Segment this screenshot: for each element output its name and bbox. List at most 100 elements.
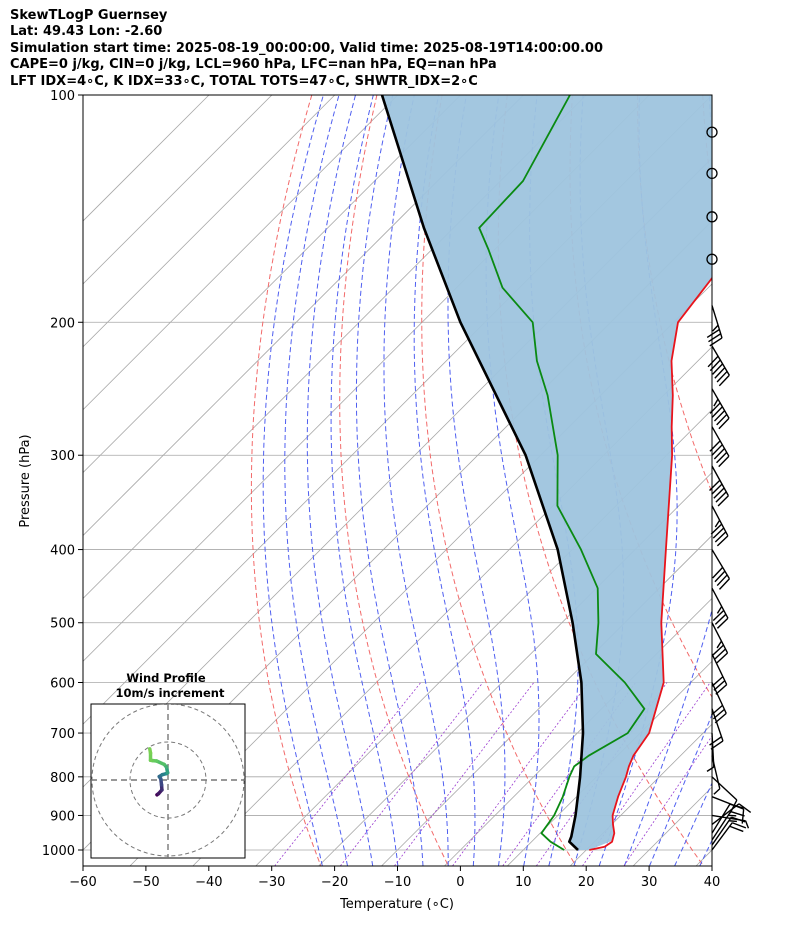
wind-barb-flag: [714, 519, 721, 528]
x-tick-label: −40: [195, 875, 222, 890]
wind-barb-flag: [732, 822, 747, 829]
mixing-ratio-line: [274, 682, 422, 866]
wind-barb-flag: [738, 803, 752, 814]
wind-barb-flag: [712, 644, 724, 656]
wind-barb-flag: [711, 444, 723, 456]
isotherm-line: [318, 472, 712, 866]
calm-wind-marker: [706, 167, 718, 180]
indices-line: LFT IDX=4∘C, K IDX=33∘C, TOTAL TOTS=47∘C…: [10, 73, 478, 89]
wind-barb-flag: [708, 333, 722, 343]
wind-barb-flag: [713, 448, 726, 460]
wind-barb-flag: [709, 359, 721, 372]
calm-wind-marker: [706, 126, 718, 138]
wind-barb-staff: [711, 733, 715, 768]
moist-adiabat-line: [330, 95, 399, 866]
wind-barb-flag: [712, 324, 719, 332]
wind-barb-staff: [711, 708, 724, 742]
chart-series: [380, 95, 712, 851]
y-tick-label: 500: [50, 617, 75, 632]
isotherm-line: [83, 95, 336, 348]
wind-barb-flag: [716, 370, 728, 383]
wind-barb-flag: [709, 402, 721, 414]
moist-adiabat-line: [485, 95, 540, 866]
wind-barb-flag: [711, 483, 723, 495]
dry-adiabat-line: [339, 95, 449, 866]
moist-adiabat-line: [262, 95, 324, 866]
wind-barb-flag: [715, 491, 727, 503]
wind-barb-flag: [710, 740, 724, 750]
x-tick-label: 30: [641, 875, 658, 890]
wind-barb-flag: [728, 820, 737, 823]
dry-adiabat-line: [250, 95, 322, 866]
wind-barb-flag: [709, 479, 721, 492]
moist-adiabat-line: [699, 839, 712, 866]
wind-barb-staff: [711, 682, 727, 714]
x-axis-label: Temperature (∘C): [339, 897, 454, 912]
wind-barb-flag: [716, 652, 729, 664]
wind-barb-flag: [709, 337, 723, 347]
wind-barb-flag: [706, 328, 720, 339]
y-axis-label: Pressure (hPa): [18, 434, 33, 527]
wind-barb-flag: [730, 810, 745, 817]
dewpoint-line: [478, 95, 646, 851]
y-tick-label: 200: [50, 316, 75, 331]
moist-adiabat-line: [598, 95, 678, 866]
wind-barb-flag: [741, 809, 745, 824]
moist-adiabat-line: [284, 95, 348, 866]
wind-barb-flag: [729, 825, 744, 833]
mixing-ratio-line: [623, 735, 712, 866]
x-tick-label: 0: [456, 875, 464, 890]
wind-barbs: [706, 126, 752, 851]
hodograph: Wind Profile 10m/s increment: [90, 671, 246, 859]
wind-barb-flag: [716, 606, 723, 614]
moist-adiabat-line: [447, 95, 506, 866]
x-tick-label: −60: [69, 875, 96, 890]
moist-adiabat-line: [306, 95, 374, 866]
parcel-line: [380, 95, 585, 851]
wind-barb-flag: [713, 788, 721, 795]
cape-line: CAPE=0 j/kg, CIN=0 j/kg, LCL=960 hPa, LF…: [10, 57, 497, 73]
wind-barb-flag: [715, 684, 728, 695]
wind-barb-flag: [712, 708, 725, 720]
wind-barb-staff: [711, 305, 723, 339]
y-tick-label: 1000: [42, 844, 75, 859]
wind-barb-flag: [716, 535, 729, 547]
wind-barb-staff: [711, 803, 740, 825]
wind-barb-flag: [714, 531, 727, 543]
x-tick-label: −30: [258, 875, 285, 890]
x-tick-label: −50: [132, 875, 159, 890]
y-tick-label: 100: [50, 89, 75, 104]
moist-adiabat-line: [649, 713, 712, 866]
calm-wind-marker: [706, 253, 718, 265]
hodograph-subtitle: 10m/s increment: [116, 686, 225, 700]
y-tick-label: 800: [50, 771, 75, 786]
wind-barb-staff: [711, 622, 729, 654]
wind-barb-flag: [718, 374, 730, 387]
isotherm-line: [83, 95, 461, 474]
wind-barb-flag: [711, 676, 724, 687]
wind-barb-flag: [718, 455, 730, 468]
wind-barb-flag: [717, 495, 729, 507]
wind-barb-flag: [713, 680, 726, 691]
wind-barb-flag: [714, 570, 726, 583]
wind-barb-flag: [712, 566, 724, 579]
isotherm-line: [759, 95, 794, 866]
x-tick-label: −20: [321, 875, 348, 890]
mixing-ratio-line: [452, 682, 589, 866]
wind-barb-flag: [716, 640, 723, 649]
isotherm-line: [83, 95, 398, 411]
cape-region: [382, 95, 712, 850]
isotherm-line: [83, 95, 524, 537]
wind-barb-flag: [718, 578, 730, 590]
isotherm-line: [83, 95, 273, 285]
y-tick-label: 700: [50, 727, 75, 742]
wind-barb-flag: [709, 736, 722, 746]
wind-barb-flag: [718, 417, 730, 430]
wind-barb-flag: [713, 398, 719, 407]
y-tick-label: 400: [50, 544, 75, 559]
wind-barb-staff: [711, 803, 731, 834]
wind-barb-flag: [714, 613, 727, 625]
wind-barb-flag: [713, 487, 725, 499]
wind-barb-flag: [716, 451, 728, 464]
